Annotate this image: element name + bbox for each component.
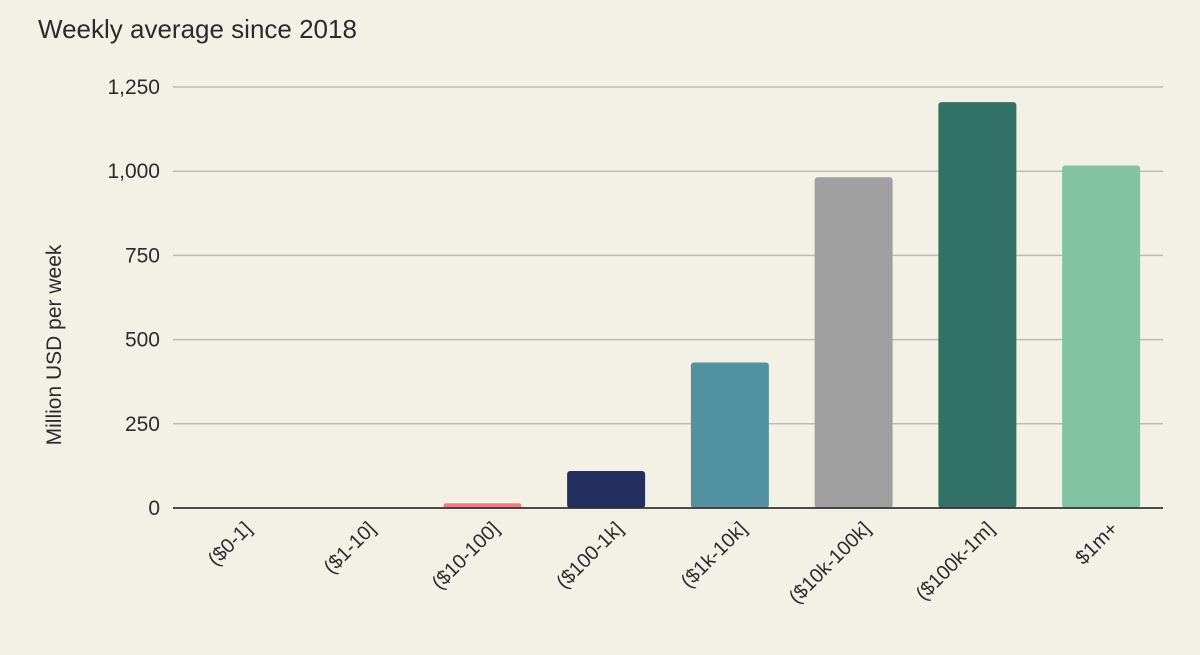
x-axis-ticks: ($0-1] ($1-10] ($10-100] ($100-1k] ($1k-10k]… [204, 518, 1123, 608]
x-tick-label: ($100k-1m] [912, 518, 999, 605]
y-tick-label: 250 [125, 413, 160, 436]
chart-title: Weekly average since 2018 [38, 14, 357, 44]
x-tick-label: ($100-1k] [552, 518, 627, 593]
x-tick-label: ($1-10] [320, 518, 380, 578]
bar [567, 470, 646, 508]
y-tick-label: 750 [125, 244, 160, 267]
x-tick-label: ($0-1] [204, 518, 257, 571]
y-axis-ticks: 0 250 500 750 1,000 1,250 [107, 76, 160, 520]
x-tick-label: $1m+ [1071, 518, 1122, 569]
bar [443, 503, 522, 508]
bar [690, 362, 769, 508]
y-tick-label: 1,250 [107, 76, 160, 99]
bar [1062, 165, 1141, 508]
bar [938, 102, 1017, 508]
x-tick-label: ($10-100] [428, 518, 504, 594]
y-tick-label: 500 [125, 329, 160, 352]
x-tick-label: ($1k-10k] [677, 518, 752, 593]
x-tick-label: ($10k-100k] [785, 518, 875, 608]
bars [195, 102, 1141, 509]
bar [814, 177, 893, 509]
y-axis-title: Million USD per week [43, 244, 66, 445]
y-tick-label: 0 [148, 497, 160, 520]
y-tick-label: 1,000 [107, 160, 160, 183]
